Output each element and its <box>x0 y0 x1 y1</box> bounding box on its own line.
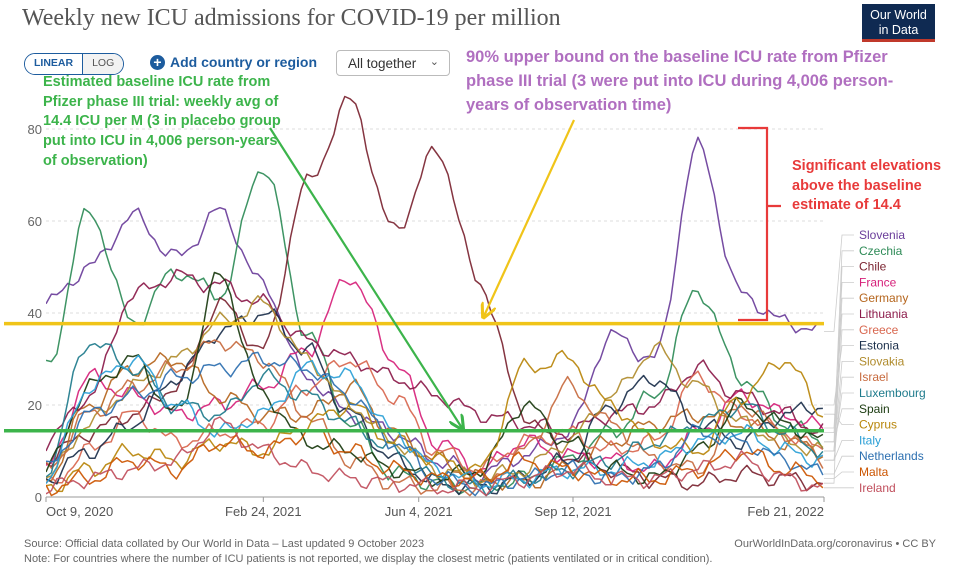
logo-line-2: in Data <box>878 23 919 37</box>
legend-label-luxembourg[interactable]: Luxembourg <box>859 386 926 400</box>
plus-icon: + <box>150 54 165 70</box>
legend-connector <box>824 345 854 406</box>
series-mode-dropdown[interactable]: All together ⌄ <box>336 50 450 76</box>
dropdown-value: All together <box>348 56 417 71</box>
legend-label-chile[interactable]: Chile <box>859 260 887 274</box>
y-tick-label: 60 <box>28 214 42 229</box>
legend-connector <box>824 455 854 475</box>
legend-connector <box>824 408 854 443</box>
legend-label-ireland[interactable]: Ireland <box>859 481 896 495</box>
series-line-netherlands <box>46 351 824 497</box>
x-tick-label: Feb 24, 2021 <box>225 504 302 519</box>
legend-label-italy[interactable]: Italy <box>859 433 881 447</box>
legend-connector <box>824 234 854 332</box>
legend-label-germany[interactable]: Germany <box>859 291 908 305</box>
legend-connector <box>824 471 854 480</box>
legend-label-estonia[interactable]: Estonia <box>859 339 899 353</box>
series-line-greece <box>46 359 824 484</box>
upper-bound-annotation: 90% upper bound on the baseline ICU rate… <box>466 48 894 114</box>
series-line-ireland <box>46 416 824 497</box>
y-tick-label: 80 <box>28 122 42 137</box>
legend-connector <box>824 281 854 429</box>
legend-label-czechia[interactable]: Czechia <box>859 244 903 258</box>
legend-label-slovakia[interactable]: Slovakia <box>859 354 905 368</box>
series-line-lithuania <box>46 268 824 452</box>
series-line-cyprus <box>46 349 824 493</box>
legend-label-israel[interactable]: Israel <box>859 370 888 384</box>
legend-label-netherlands[interactable]: Netherlands <box>859 449 924 463</box>
x-tick-label: Jun 4, 2021 <box>385 504 453 519</box>
y-tick-label: 0 <box>35 490 42 505</box>
upper-bound-arrow <box>484 119 575 316</box>
legend-connector <box>824 413 854 426</box>
y-tick-label: 40 <box>28 306 42 321</box>
series-line-slovenia <box>46 136 823 484</box>
legend-connector <box>824 439 854 461</box>
series-line-slovakia <box>46 295 824 487</box>
linear-scale-button[interactable]: LINEAR <box>25 54 84 74</box>
series-line-italy <box>46 354 824 490</box>
x-tick-label: Sep 12, 2021 <box>534 504 611 519</box>
legend-label-cyprus[interactable]: Cyprus <box>859 418 897 432</box>
legend-label-slovenia[interactable]: Slovenia <box>859 228 905 242</box>
elevation-bracket <box>738 126 781 322</box>
footnote: Note: For countries where the number of … <box>24 553 713 565</box>
legend-connector <box>824 392 854 452</box>
add-country-label: Add country or region <box>170 54 317 70</box>
scale-toggle: LINEAR LOG <box>24 53 125 75</box>
source-url-link[interactable]: OurWorldInData.org/coronavirus • CC BY <box>734 538 936 550</box>
source-note: Source: Official data collated by Our Wo… <box>24 538 425 550</box>
log-scale-button[interactable]: LOG <box>83 54 124 74</box>
add-country-button[interactable]: + Add country or region <box>150 54 317 70</box>
elevation-annotation: Significant elevations above the baselin… <box>792 158 942 213</box>
y-tick-label: 20 <box>28 398 42 413</box>
legend-label-france[interactable]: France <box>859 275 897 289</box>
baseline-annotation: Estimated baseline ICU rate from Pfizer … <box>43 74 281 169</box>
page-title: Weekly new ICU admissions for COVID-19 p… <box>22 5 561 31</box>
legend-label-spain[interactable]: Spain <box>859 402 890 416</box>
baseline-arrow <box>269 127 462 428</box>
x-tick-label: Feb 21, 2022 <box>747 504 824 519</box>
series-line-chile <box>46 95 824 492</box>
legend-label-lithuania[interactable]: Lithuania <box>859 307 908 321</box>
chevron-down-icon: ⌄ <box>429 56 439 68</box>
legend-label-greece[interactable]: Greece <box>859 323 899 337</box>
logo-line-1: Our World <box>870 8 927 22</box>
series-line-czechia <box>46 171 824 496</box>
owid-logo[interactable]: Our World in Data <box>862 4 935 42</box>
legend-label-malta[interactable]: Malta <box>859 465 889 479</box>
x-tick-label: Oct 9, 2020 <box>46 504 113 519</box>
